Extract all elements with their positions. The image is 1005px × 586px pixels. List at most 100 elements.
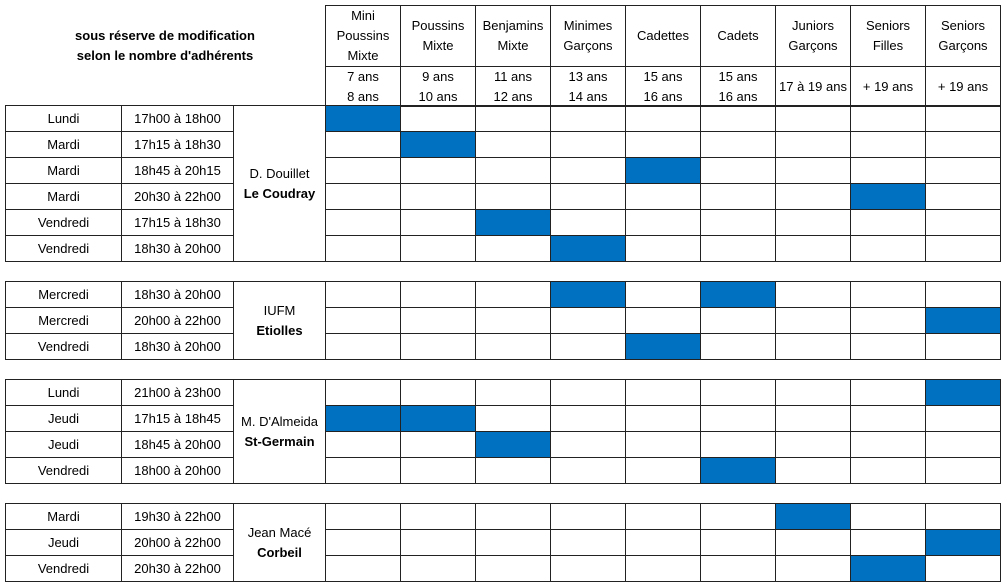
slot — [850, 307, 926, 334]
slot — [850, 503, 926, 530]
slot — [400, 431, 476, 458]
day: Mardi — [47, 508, 80, 524]
slot — [925, 131, 1001, 158]
slot — [775, 105, 851, 132]
slot — [775, 333, 851, 360]
age-line: + 19 ans — [862, 78, 914, 94]
time: 20h00 à 22h00 — [134, 534, 221, 550]
time: 21h00 à 23h00 — [134, 384, 221, 400]
category-ages: 11 ans 12 ans — [475, 66, 551, 107]
time-cell: 19h30 à 22h00 — [121, 503, 234, 530]
slot — [325, 183, 401, 210]
day: Mercredi — [38, 286, 89, 302]
category-ages: 13 ans 14 ans — [550, 66, 626, 107]
category-ages: 9 ans 10 ans — [400, 66, 476, 107]
slot — [775, 157, 851, 184]
time-cell: 17h15 à 18h30 — [121, 131, 234, 158]
day-cell: Lundi — [5, 105, 122, 132]
slot — [925, 209, 1001, 236]
slot — [325, 431, 401, 458]
slot — [700, 105, 776, 132]
place: St-Germain — [244, 433, 315, 449]
slot — [850, 235, 926, 262]
category-ages: 7 ans 8 ans — [325, 66, 401, 107]
slot — [325, 379, 401, 406]
slot — [850, 105, 926, 132]
time-cell: 18h30 à 20h00 — [121, 235, 234, 262]
slot — [550, 157, 626, 184]
time: 20h30 à 22h00 — [134, 188, 221, 204]
slot — [700, 157, 776, 184]
age-line: 11 ans — [493, 68, 533, 84]
slot — [925, 405, 1001, 432]
slot — [475, 405, 551, 432]
slot — [775, 405, 851, 432]
slot — [550, 333, 626, 360]
time: 17h15 à 18h45 — [134, 410, 221, 426]
venue-cell: IUFM Etiolles — [233, 281, 326, 360]
venue: Jean Macé — [247, 524, 312, 540]
slot — [850, 457, 926, 484]
slot — [625, 209, 701, 236]
category-name-line: Garçons — [938, 38, 988, 53]
category-name: Poussins Mixte — [400, 5, 476, 67]
category-name-line: Juniors — [792, 18, 834, 33]
slot — [475, 131, 551, 158]
category-ages: + 19 ans — [925, 66, 1001, 107]
category-name-line: Seniors — [940, 18, 986, 33]
slot-filled — [925, 529, 1001, 556]
slot — [550, 183, 626, 210]
slot — [775, 457, 851, 484]
slot — [625, 555, 701, 582]
category-name: Cadets — [700, 5, 776, 67]
slot — [925, 555, 1001, 582]
slot — [850, 431, 926, 458]
slot — [325, 503, 401, 530]
age-line: 12 ans — [493, 88, 533, 104]
slot — [625, 131, 701, 158]
time: 19h30 à 22h00 — [134, 508, 221, 524]
slot — [925, 281, 1001, 308]
slot — [700, 555, 776, 582]
slot-filled — [850, 555, 926, 582]
slot — [925, 157, 1001, 184]
slot — [325, 281, 401, 308]
slot — [700, 503, 776, 530]
time: 18h00 à 20h00 — [134, 462, 221, 478]
category-name-line: Poussins — [411, 18, 465, 33]
time-cell: 17h15 à 18h30 — [121, 209, 234, 236]
slot — [475, 235, 551, 262]
time-cell: 18h45 à 20h00 — [121, 431, 234, 458]
slot — [925, 333, 1001, 360]
category-name: Mini Poussins Mixte — [325, 5, 401, 67]
day: Vendredi — [37, 240, 90, 256]
slot-filled — [700, 281, 776, 308]
slot — [475, 183, 551, 210]
day: Mercredi — [38, 312, 89, 328]
time: 17h00 à 18h00 — [134, 110, 221, 126]
slot — [400, 555, 476, 582]
age-line: 16 ans — [718, 88, 758, 104]
slot — [850, 529, 926, 556]
venue: M. D'Almeida — [241, 413, 318, 429]
category-ages: 17 à 19 ans — [775, 66, 851, 107]
slot-filled — [850, 183, 926, 210]
day: Jeudi — [47, 410, 80, 426]
slot — [475, 157, 551, 184]
slot — [850, 333, 926, 360]
age-line: 13 ans — [568, 68, 608, 84]
time-cell: 18h00 à 20h00 — [121, 457, 234, 484]
slot — [325, 209, 401, 236]
age-line: 16 ans — [643, 88, 683, 104]
category-name: Cadettes — [625, 5, 701, 67]
day-cell: Vendredi — [5, 555, 122, 582]
slot — [550, 405, 626, 432]
slot-filled — [925, 379, 1001, 406]
slot — [400, 281, 476, 308]
slot — [625, 457, 701, 484]
slot — [550, 105, 626, 132]
time-cell: 17h15 à 18h45 — [121, 405, 234, 432]
category-name-line: Garçons — [563, 38, 613, 53]
time-cell: 17h00 à 18h00 — [121, 105, 234, 132]
